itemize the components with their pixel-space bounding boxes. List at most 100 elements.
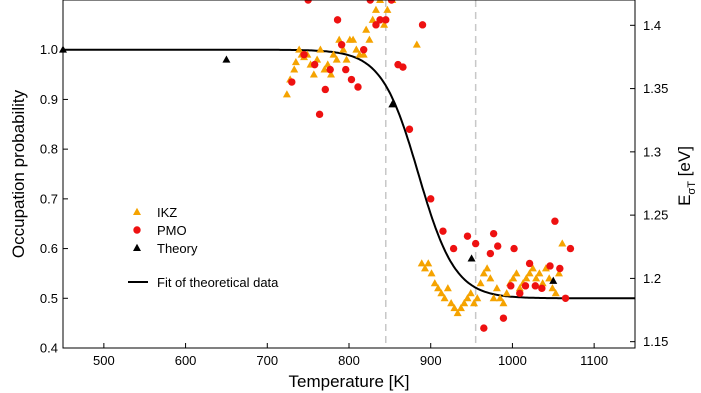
ikz-marker bbox=[380, 20, 389, 28]
pmo-marker bbox=[546, 262, 554, 270]
ikz-marker bbox=[339, 45, 348, 53]
pmo-marker bbox=[300, 50, 308, 59]
ikz-marker bbox=[470, 299, 479, 307]
ikz-marker bbox=[335, 35, 344, 43]
y2-title-main: E bbox=[675, 195, 694, 206]
pmo-marker bbox=[376, 16, 384, 24]
pmo-marker bbox=[486, 249, 495, 258]
ikz-marker bbox=[528, 264, 537, 272]
vertical-guide-lines bbox=[385, 0, 477, 348]
ikz-marker bbox=[327, 70, 336, 78]
ikz-marker bbox=[450, 304, 459, 312]
pmo-marker bbox=[321, 85, 330, 94]
theory-marker bbox=[388, 100, 397, 108]
ikz-marker bbox=[456, 304, 465, 312]
ikz-marker bbox=[371, 5, 380, 13]
ikz-marker bbox=[332, 55, 341, 63]
legend-ikz-marker bbox=[133, 207, 141, 215]
pmo-marker bbox=[538, 284, 546, 293]
pmo-marker bbox=[310, 60, 319, 69]
pmo-marker bbox=[507, 282, 515, 290]
pmo-marker bbox=[494, 242, 502, 250]
data-markers bbox=[59, 0, 575, 332]
ikz-marker bbox=[555, 269, 563, 277]
pmo-marker bbox=[566, 244, 575, 253]
y-tick-label: 1.0 bbox=[40, 42, 58, 57]
pmo-marker bbox=[405, 125, 414, 133]
pmo-marker bbox=[418, 21, 427, 29]
pmo-marker bbox=[315, 110, 324, 119]
ikz-marker bbox=[313, 55, 322, 63]
pmo-marker bbox=[337, 41, 346, 49]
y2-title-unit: [eV] bbox=[675, 146, 694, 181]
ikz-marker bbox=[368, 15, 377, 23]
x-tick-label: 800 bbox=[338, 353, 360, 368]
y2-tick-label: 1.25 bbox=[643, 208, 668, 223]
ikz-marker bbox=[551, 289, 560, 297]
pmo-marker bbox=[366, 0, 374, 4]
ikz-marker bbox=[282, 90, 291, 98]
pmo-marker bbox=[360, 46, 368, 54]
ikz-marker bbox=[434, 284, 443, 292]
theory-marker bbox=[467, 254, 476, 262]
theory-marker bbox=[549, 276, 558, 284]
ikz-marker bbox=[463, 294, 472, 302]
y2-title-subscript: σT bbox=[686, 181, 698, 195]
pmo-marker bbox=[556, 264, 564, 273]
ikz-marker bbox=[502, 289, 511, 297]
ikz-marker bbox=[365, 35, 374, 43]
pmo-marker bbox=[531, 282, 540, 290]
ikz-marker bbox=[473, 294, 482, 302]
ikz-marker bbox=[453, 309, 462, 317]
fit-curve bbox=[63, 48, 635, 300]
ikz-marker bbox=[342, 55, 351, 63]
pmo-marker bbox=[525, 259, 534, 268]
ikz-marker bbox=[291, 57, 300, 66]
pmo-marker bbox=[288, 78, 296, 86]
ikz-marker bbox=[362, 25, 371, 33]
pmo-marker bbox=[399, 63, 407, 71]
pmo-marker bbox=[499, 314, 508, 322]
pmo-marker bbox=[347, 75, 356, 84]
y2-tick-label: 1.2 bbox=[643, 271, 661, 286]
pmo-marker bbox=[333, 16, 342, 24]
ikz-marker bbox=[492, 284, 501, 292]
pmo-marker bbox=[427, 195, 435, 203]
ikz-marker bbox=[548, 284, 557, 292]
y2-axis-title: EσT [eV] bbox=[675, 146, 698, 206]
ikz-marker bbox=[316, 45, 325, 53]
theory-marker bbox=[222, 55, 231, 63]
y-tick-label: 0.7 bbox=[40, 191, 58, 206]
y2-tick-label: 1.4 bbox=[643, 18, 661, 33]
pmo-marker bbox=[326, 65, 334, 74]
ikz-marker bbox=[545, 274, 554, 282]
ikz-marker bbox=[525, 269, 534, 277]
y-axis-title: Occupation probability bbox=[9, 89, 28, 258]
ikz-marker bbox=[412, 40, 421, 48]
ikz-marker bbox=[443, 284, 452, 292]
x-tick-label: 900 bbox=[420, 353, 442, 368]
legend: IKZ PMO Theory Fit of theoretical data bbox=[128, 205, 279, 290]
pmo-marker bbox=[561, 294, 570, 302]
ikz-marker bbox=[349, 35, 358, 43]
ikz-marker bbox=[447, 299, 456, 307]
ikz-marker bbox=[427, 269, 436, 277]
x-tick-label: 500 bbox=[93, 353, 115, 368]
pmo-marker bbox=[342, 65, 350, 74]
ikz-marker bbox=[509, 274, 518, 282]
ikz-marker bbox=[496, 294, 505, 302]
y-tick-label: 0.4 bbox=[40, 341, 58, 356]
pmo-marker bbox=[439, 227, 447, 235]
ikz-marker bbox=[383, 5, 392, 13]
pmo-marker bbox=[372, 21, 380, 29]
ikz-marker bbox=[512, 269, 521, 277]
ikz-marker bbox=[535, 269, 544, 277]
ikz-marker bbox=[421, 264, 429, 272]
legend-theory-label: Theory bbox=[157, 241, 198, 256]
y-tick-label: 0.5 bbox=[40, 291, 58, 306]
fit-curve-layer bbox=[63, 48, 635, 300]
pmo-marker bbox=[382, 16, 390, 24]
plot-frame bbox=[62, 0, 636, 349]
pmo-marker bbox=[471, 239, 480, 248]
